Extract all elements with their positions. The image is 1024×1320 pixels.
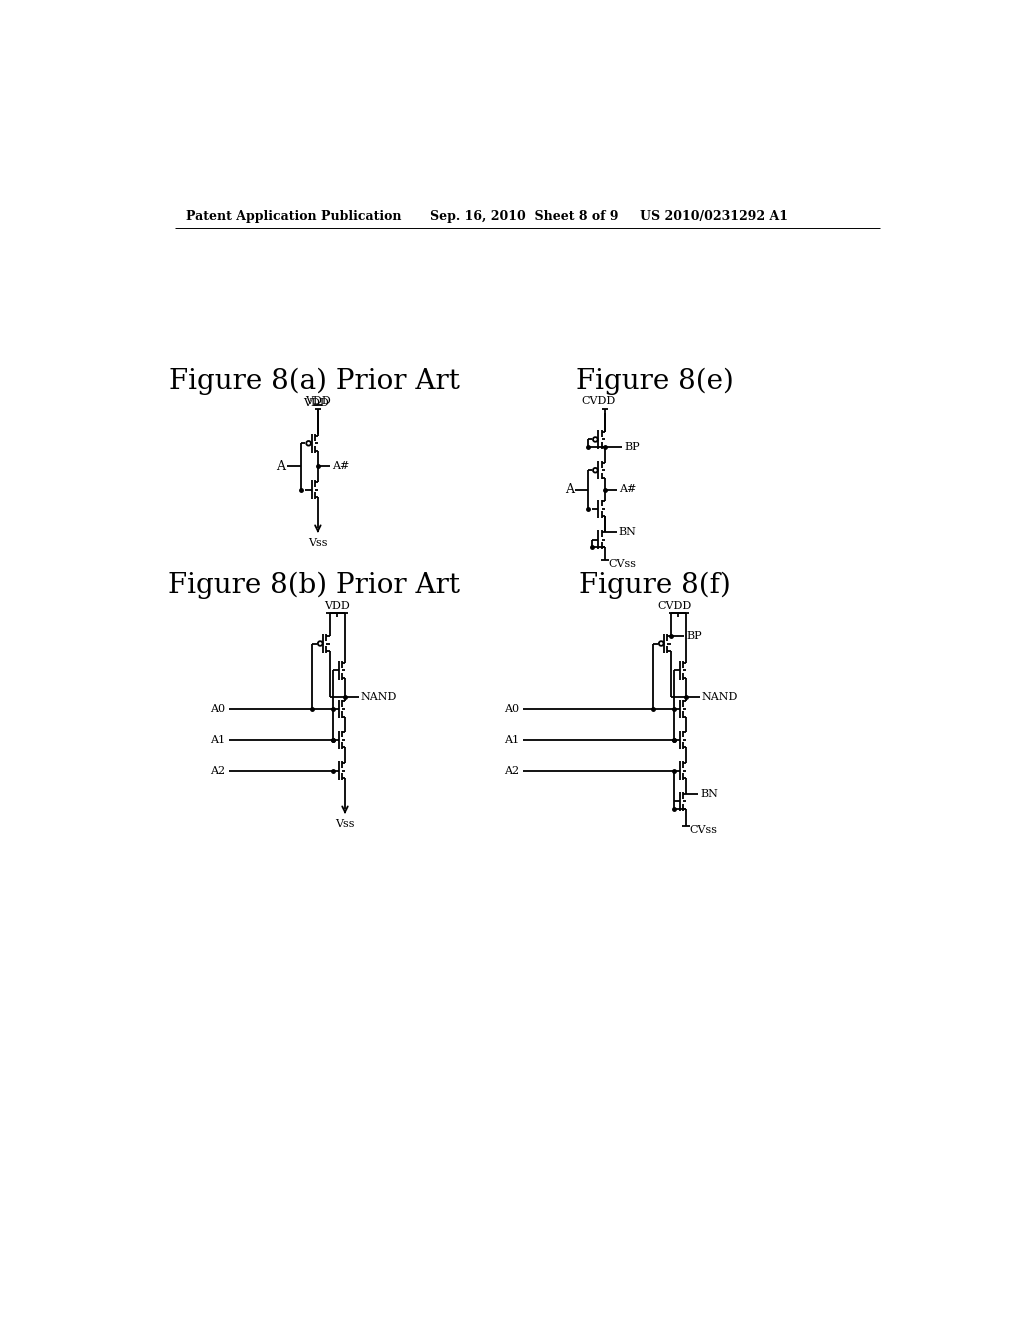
Text: VDD: VDD — [303, 399, 329, 408]
Text: Sep. 16, 2010  Sheet 8 of 9: Sep. 16, 2010 Sheet 8 of 9 — [430, 210, 618, 223]
Text: Vss: Vss — [308, 539, 328, 548]
Text: A: A — [564, 483, 573, 496]
Text: BN: BN — [700, 788, 718, 799]
Text: A: A — [276, 459, 286, 473]
Text: BP: BP — [624, 442, 640, 453]
Text: NAND: NAND — [360, 693, 397, 702]
Text: CVss: CVss — [690, 825, 718, 834]
Text: CVss: CVss — [608, 560, 637, 569]
Text: CVDD: CVDD — [582, 396, 615, 407]
Text: US 2010/0231292 A1: US 2010/0231292 A1 — [640, 210, 787, 223]
Text: NAND: NAND — [701, 693, 738, 702]
Text: Vss: Vss — [335, 820, 354, 829]
Text: VDD: VDD — [305, 396, 331, 407]
Text: A#: A# — [618, 484, 636, 495]
Text: A#: A# — [332, 462, 349, 471]
Text: BP: BP — [686, 631, 701, 640]
Text: A2: A2 — [504, 766, 519, 776]
Text: Patent Application Publication: Patent Application Publication — [186, 210, 401, 223]
Text: BN: BN — [618, 527, 637, 537]
Text: CVDD: CVDD — [657, 601, 691, 611]
Text: Figure 8(a) Prior Art: Figure 8(a) Prior Art — [169, 368, 460, 396]
Text: Figure 8(e): Figure 8(e) — [577, 368, 734, 396]
Text: A1: A1 — [504, 735, 519, 744]
Text: A0: A0 — [210, 704, 225, 714]
Text: Figure 8(f): Figure 8(f) — [579, 572, 731, 599]
Text: A0: A0 — [504, 704, 519, 714]
Text: VDD: VDD — [325, 601, 350, 611]
Text: A1: A1 — [210, 735, 225, 744]
Text: Figure 8(b) Prior Art: Figure 8(b) Prior Art — [168, 572, 460, 599]
Text: A2: A2 — [210, 766, 225, 776]
